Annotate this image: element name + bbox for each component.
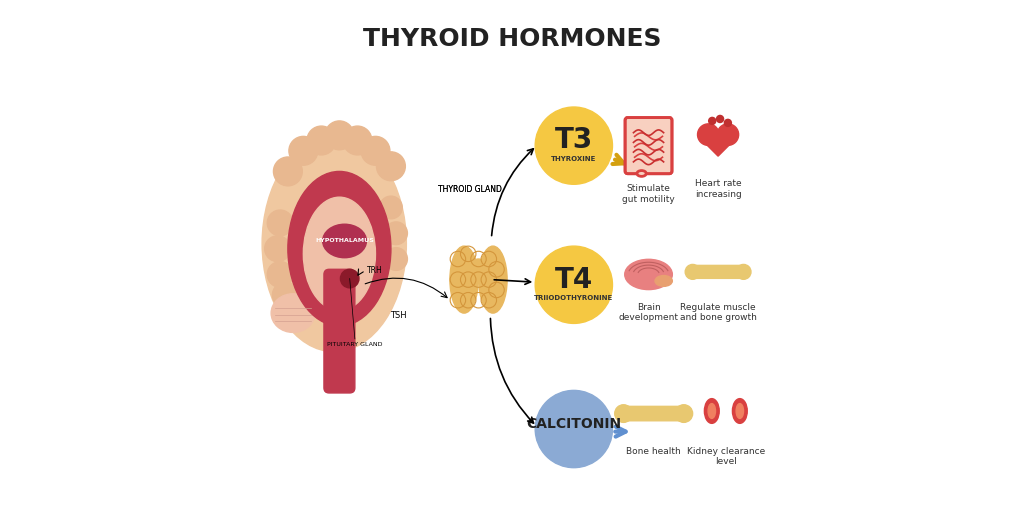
Ellipse shape [323, 224, 367, 258]
Circle shape [267, 262, 293, 287]
Text: Heart rate
increasing: Heart rate increasing [694, 179, 741, 198]
FancyBboxPatch shape [324, 269, 355, 393]
Circle shape [685, 265, 700, 279]
Circle shape [717, 124, 738, 146]
Text: Regulate muscle
and bone growth: Regulate muscle and bone growth [680, 303, 757, 322]
Text: T4: T4 [555, 266, 593, 294]
Text: THYROXINE: THYROXINE [551, 155, 597, 162]
Circle shape [614, 405, 633, 422]
Circle shape [536, 107, 612, 184]
Circle shape [536, 391, 612, 468]
Text: TRIIODOTHYRONINE: TRIIODOTHYRONINE [535, 295, 613, 300]
FancyBboxPatch shape [625, 118, 672, 174]
Text: T3: T3 [555, 126, 593, 154]
Ellipse shape [450, 246, 478, 313]
Text: HYPOTHALAMUS: HYPOTHALAMUS [315, 238, 374, 243]
Text: PITUITARY GLAND: PITUITARY GLAND [327, 341, 383, 347]
Circle shape [361, 136, 390, 165]
Circle shape [736, 265, 751, 279]
Ellipse shape [736, 404, 743, 419]
Text: THYROID GLAND: THYROID GLAND [438, 185, 502, 194]
Circle shape [281, 298, 306, 323]
Ellipse shape [262, 135, 407, 352]
Text: Stimulate
gut motility: Stimulate gut motility [623, 184, 675, 204]
FancyBboxPatch shape [690, 265, 746, 278]
Circle shape [385, 248, 408, 270]
Circle shape [340, 269, 359, 288]
FancyBboxPatch shape [621, 406, 686, 421]
Text: TRH: TRH [367, 266, 382, 275]
Text: Brain
development: Brain development [618, 303, 679, 322]
Ellipse shape [271, 294, 315, 333]
Text: THYROID HORMONES: THYROID HORMONES [362, 27, 662, 51]
Text: Bone health: Bone health [627, 447, 681, 456]
Ellipse shape [288, 171, 391, 326]
Circle shape [380, 196, 402, 219]
Ellipse shape [637, 170, 646, 176]
Ellipse shape [708, 404, 716, 419]
Text: Kidney clearance
level: Kidney clearance level [687, 447, 765, 466]
Ellipse shape [705, 399, 719, 423]
Ellipse shape [655, 276, 673, 286]
Ellipse shape [469, 259, 487, 280]
Circle shape [325, 121, 354, 150]
Circle shape [697, 124, 719, 146]
Text: THYROID GLAND: THYROID GLAND [438, 185, 502, 194]
Circle shape [709, 118, 716, 124]
Circle shape [377, 152, 406, 181]
Text: CALCITONIN: CALCITONIN [526, 417, 622, 431]
Ellipse shape [479, 246, 507, 313]
Circle shape [273, 157, 302, 186]
Circle shape [385, 222, 408, 244]
Circle shape [343, 126, 372, 155]
Circle shape [264, 236, 291, 262]
Ellipse shape [625, 260, 673, 290]
Circle shape [307, 126, 336, 155]
Circle shape [272, 282, 298, 308]
Text: TSH: TSH [390, 310, 407, 320]
Circle shape [267, 210, 293, 236]
Ellipse shape [303, 197, 376, 310]
Ellipse shape [732, 399, 748, 423]
Circle shape [724, 119, 731, 126]
Circle shape [675, 405, 692, 422]
Polygon shape [698, 137, 737, 156]
Circle shape [289, 136, 317, 165]
Circle shape [717, 116, 724, 122]
Circle shape [536, 246, 612, 323]
